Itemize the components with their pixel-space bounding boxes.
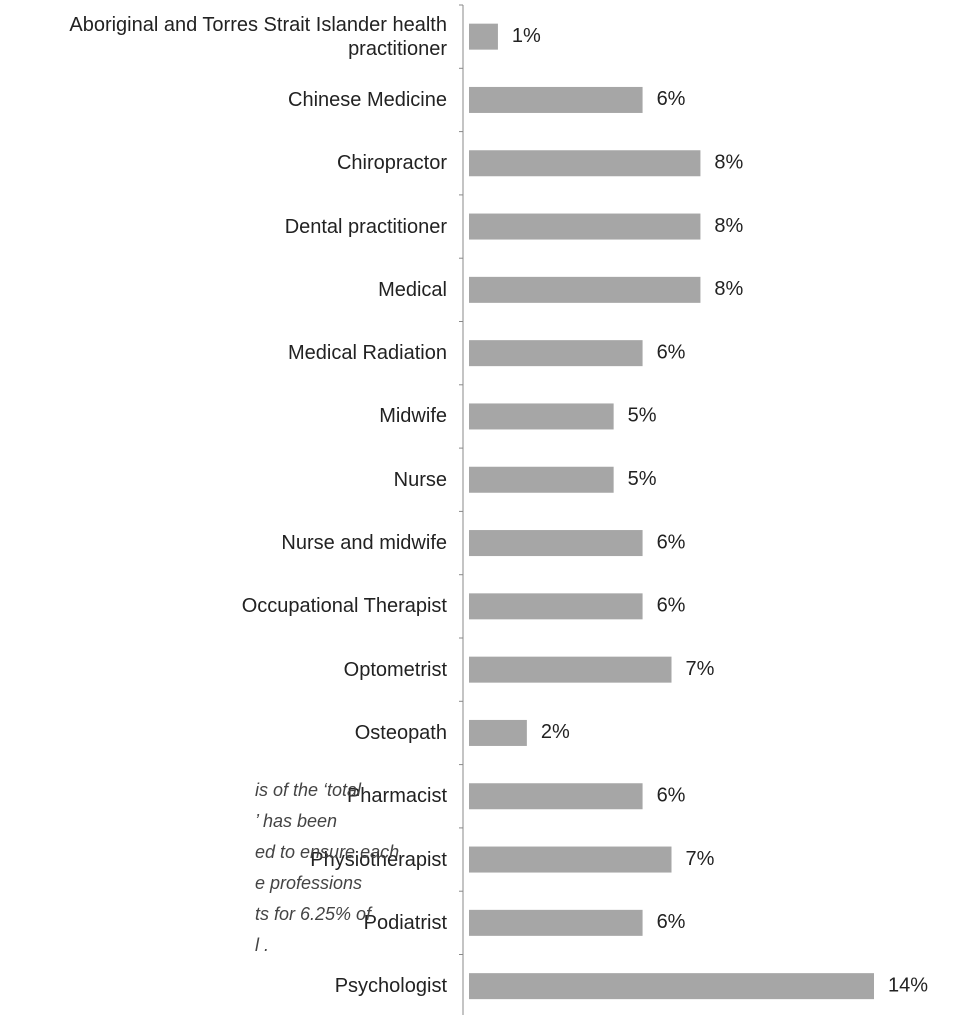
value-label: 8% <box>714 215 743 237</box>
value-label: 14% <box>888 974 928 996</box>
y-tick-label: Optometrist <box>343 658 447 681</box>
y-tick-label: Chinese Medicine <box>288 88 447 111</box>
value-label: 1% <box>512 25 541 47</box>
y-tick-label: Aboriginal and Torres Strait Islander he… <box>69 13 447 60</box>
value-label: 6% <box>657 785 686 807</box>
y-tick-label: Midwife <box>379 405 447 428</box>
bar <box>469 466 614 493</box>
bar <box>469 340 643 367</box>
bar <box>469 783 643 810</box>
value-label: 6% <box>657 911 686 933</box>
value-label: 7% <box>686 848 715 870</box>
value-label: 2% <box>541 721 570 743</box>
value-label: 8% <box>714 278 743 300</box>
bar <box>469 846 672 873</box>
bar <box>469 530 643 557</box>
annotation: is of the ‘total <box>255 779 362 800</box>
value-label: 5% <box>628 405 657 427</box>
y-tick-label: Osteopath <box>354 721 447 744</box>
value-label: 5% <box>628 468 657 490</box>
y-tick-label: Podiatrist <box>363 911 447 934</box>
value-label: 6% <box>657 531 686 553</box>
annotation: ts for 6.25% of <box>255 903 372 924</box>
y-tick-label: Medical <box>378 278 447 301</box>
y-tick-label: Psychologist <box>334 975 447 998</box>
bar <box>469 593 643 620</box>
y-tick-label: Physiotherapist <box>310 848 447 871</box>
bar <box>469 909 643 936</box>
y-tick-label: Pharmacist <box>346 785 447 808</box>
value-label: 6% <box>657 341 686 363</box>
y-tick-label: Medical Radiation <box>288 342 447 365</box>
value-label: 8% <box>714 152 743 174</box>
annotation: e professions <box>255 872 363 893</box>
bar <box>469 719 527 746</box>
bar <box>469 213 701 240</box>
bar <box>469 656 672 683</box>
y-tick-label: Nurse and midwife <box>281 532 447 555</box>
annotation: ’ has been <box>255 810 338 831</box>
annotation: l . <box>255 934 270 955</box>
bar <box>469 86 643 113</box>
bar <box>469 276 701 303</box>
bar <box>469 150 701 177</box>
bar <box>469 403 614 430</box>
bar <box>469 23 498 50</box>
bar <box>469 973 874 1000</box>
y-tick-label: Dental practitioner <box>284 215 447 238</box>
value-label: 7% <box>686 658 715 680</box>
value-label: 6% <box>657 595 686 617</box>
annotation: ed to ensure each <box>255 841 400 862</box>
value-label: 6% <box>657 88 686 110</box>
y-tick-label: Occupational Therapist <box>241 595 447 618</box>
y-tick-label: Nurse <box>393 468 447 491</box>
y-tick-label: Chiropractor <box>336 152 447 175</box>
